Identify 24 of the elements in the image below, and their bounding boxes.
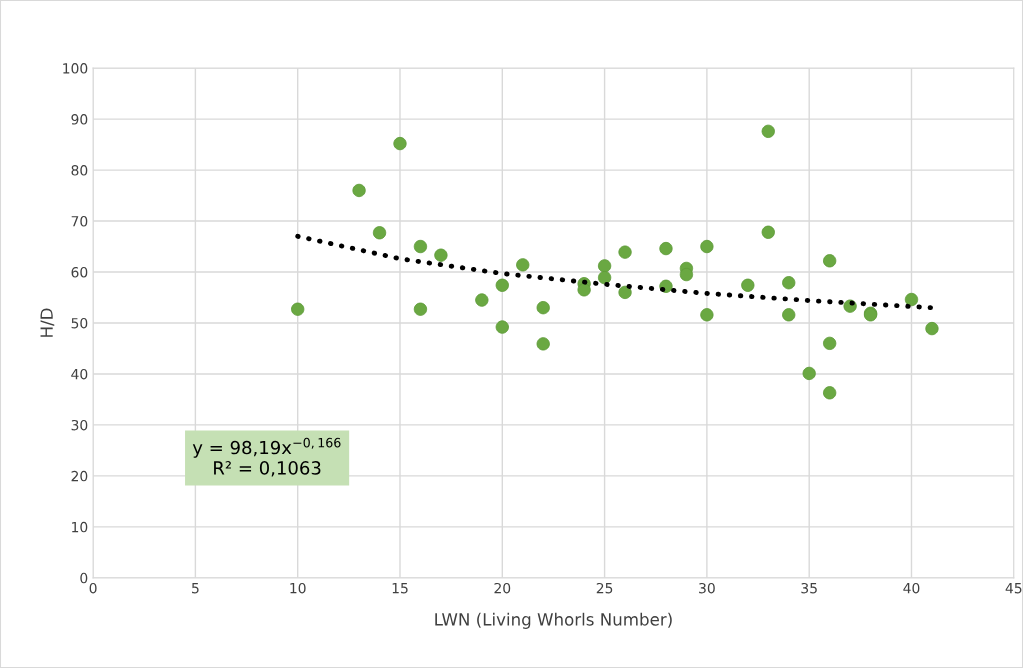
x-tick-label: 5	[192, 583, 199, 594]
y-tick-label: 40	[71, 368, 88, 380]
x-axis-title: LWN (Living Whorls Number)	[435, 612, 672, 629]
y-tick-label: 60	[71, 266, 88, 278]
y-tick-label: 100	[63, 63, 88, 74]
y-tick-label: 80	[71, 165, 88, 176]
y-tick-label: 10	[72, 521, 88, 533]
x-tick-label: 0	[89, 582, 97, 594]
x-tick-label: 45	[1005, 583, 1022, 594]
y-axis-title: H/D	[40, 308, 55, 337]
x-tick-label: 20	[494, 582, 511, 594]
x-tick-label: 40	[903, 582, 920, 594]
y-tick-label: 70	[71, 216, 88, 227]
x-tick-label: 30	[699, 582, 715, 594]
x-tick-label: 15	[392, 583, 408, 594]
x-tick-label: 35	[801, 582, 817, 594]
y-tick-label: 20	[71, 470, 88, 482]
x-tick-label: 25	[596, 582, 613, 594]
y-tick-label: 0	[80, 572, 88, 584]
x-tick-label: 10	[290, 582, 306, 594]
y-tick-label: 30	[71, 419, 88, 431]
y-tick-label: 50	[71, 317, 88, 329]
annotation: y = 98,19x$^{−0,166}$ R² = 0,1063	[192, 437, 341, 477]
y-tick-label: 90	[71, 114, 88, 125]
